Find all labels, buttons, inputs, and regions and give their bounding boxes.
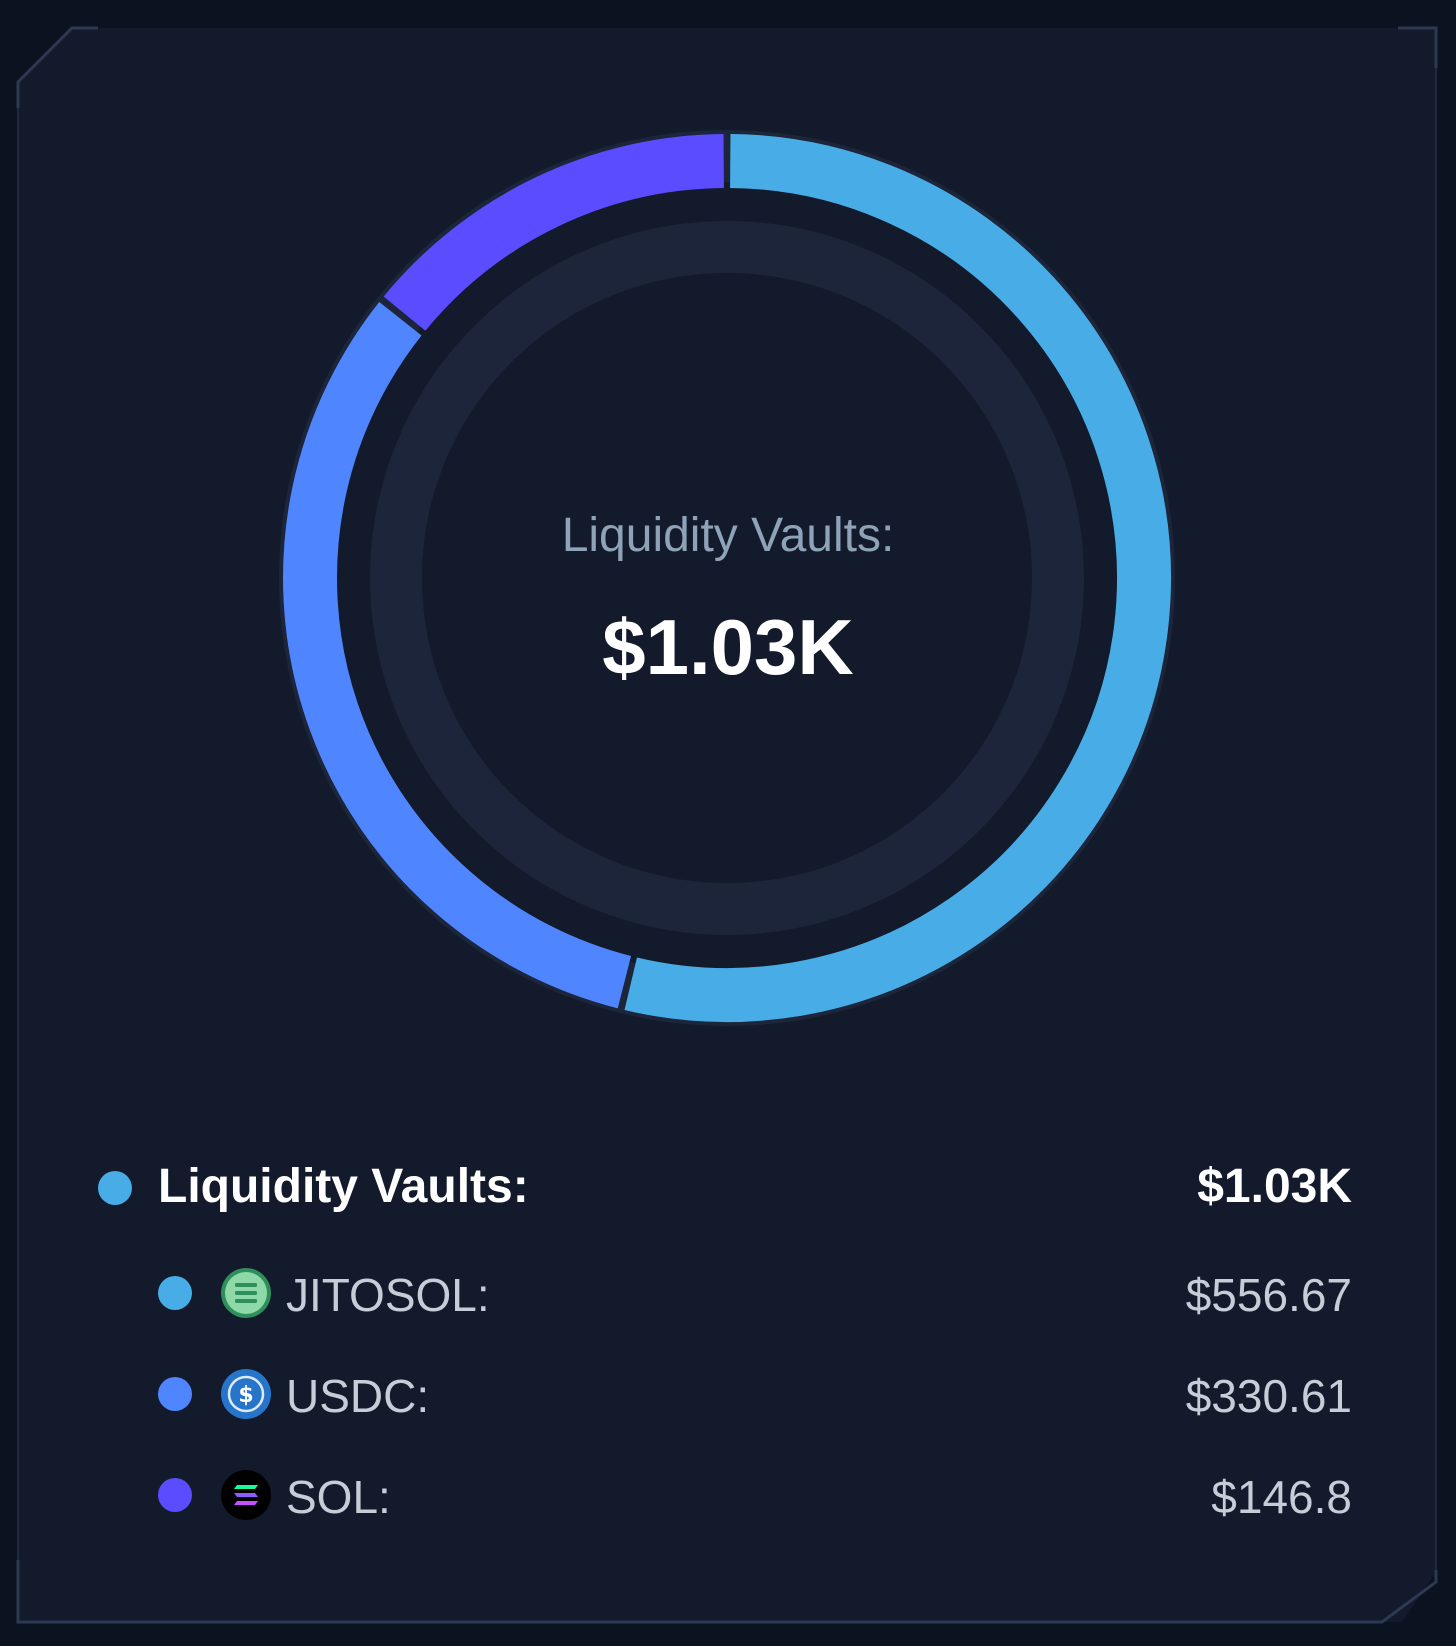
legend-item-sol: SOL: $146.8: [0, 1460, 1456, 1530]
jitosol-token-icon: [220, 1267, 272, 1319]
legend-value-jitosol: $556.67: [1185, 1269, 1352, 1321]
usdc-token-icon: $: [220, 1368, 272, 1420]
donut-inner-track: [370, 221, 1084, 935]
legend-item-jitosol: JITOSOL: $556.67: [0, 1258, 1456, 1328]
legend-title-label: Liquidity Vaults:: [158, 1160, 529, 1213]
legend-dot-jitosol: [158, 1276, 192, 1310]
legend-label-sol: SOL:: [286, 1471, 391, 1523]
sol-token-icon: [220, 1469, 272, 1521]
legend-item-usdc: $ USDC: $330.61: [0, 1359, 1456, 1429]
vault-card: [18, 28, 1436, 1622]
legend-dot-usdc: [158, 1377, 192, 1411]
donut-slice-usdc[interactable]: [283, 301, 632, 1009]
legend-value-sol: $146.8: [1211, 1471, 1352, 1523]
donut-slice-jitosol[interactable]: [624, 134, 1171, 1022]
donut-slice-sol[interactable]: [383, 134, 725, 331]
svg-text:$: $: [238, 1383, 253, 1408]
legend-title-dot: [98, 1171, 132, 1205]
legend-title-row: Liquidity Vaults: $1.03K: [0, 1153, 1456, 1223]
legend-dot-sol: [158, 1478, 192, 1512]
legend-value-usdc: $330.61: [1185, 1370, 1352, 1422]
donut-center-label: Liquidity Vaults:: [561, 509, 895, 562]
legend-label-usdc: USDC:: [286, 1370, 430, 1422]
legend-title-value: $1.03K: [1197, 1160, 1352, 1213]
legend-label-jitosol: JITOSOL:: [286, 1269, 490, 1321]
donut-center-value: $1.03K: [602, 603, 854, 691]
